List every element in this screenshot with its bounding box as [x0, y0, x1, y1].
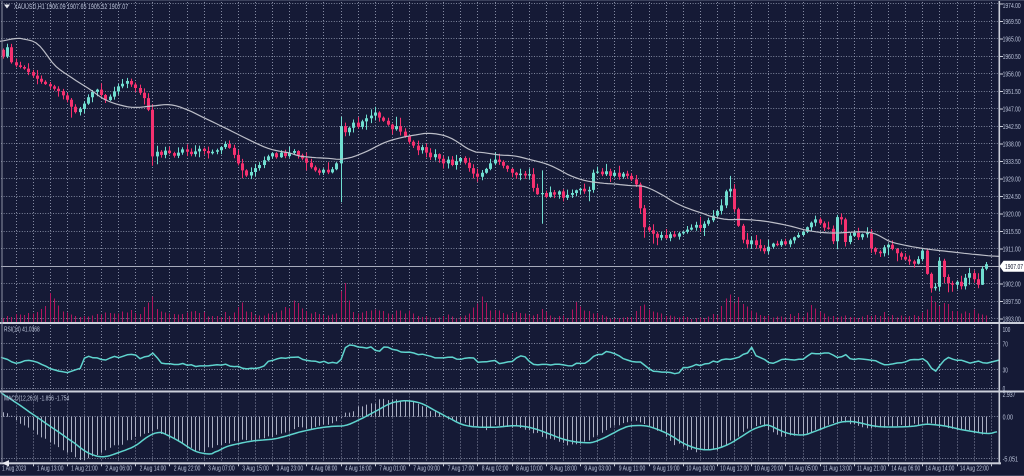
svg-text:1897.50: 1897.50: [1003, 299, 1021, 306]
svg-text:14 Aug 22:00: 14 Aug 22:00: [960, 466, 989, 473]
svg-text:1947.00: 1947.00: [1003, 107, 1021, 114]
svg-text:0: 0: [1003, 386, 1006, 393]
svg-text:RSI(14) 41.0368: RSI(14) 41.0368: [4, 327, 40, 334]
svg-text:9 Aug 03:00: 9 Aug 03:00: [584, 466, 611, 473]
svg-text:1960.50: 1960.50: [1003, 54, 1021, 61]
svg-text:8 Aug 18:00: 8 Aug 18:00: [550, 466, 577, 473]
svg-text:1920.00: 1920.00: [1003, 212, 1021, 219]
svg-text:14 Aug 06:00: 14 Aug 06:00: [891, 466, 920, 473]
svg-text:11 Aug 21:00: 11 Aug 21:00: [857, 466, 886, 473]
svg-text:14 Aug 14:00: 14 Aug 14:00: [925, 466, 954, 473]
svg-text:7 Aug 09:00: 7 Aug 09:00: [413, 466, 440, 473]
svg-text:1965.00: 1965.00: [1003, 37, 1021, 44]
svg-text:1915.50: 1915.50: [1003, 229, 1021, 236]
svg-text:1 Aug 13:00: 1 Aug 13:00: [37, 466, 64, 473]
svg-text:2 Aug 14:00: 2 Aug 14:00: [140, 466, 167, 473]
svg-text:0.00: 0.00: [1003, 414, 1013, 421]
svg-text:1 Aug 2023: 1 Aug 2023: [2, 466, 26, 473]
svg-text:1929.00: 1929.00: [1003, 177, 1021, 184]
svg-text:1902.00: 1902.00: [1003, 282, 1021, 289]
svg-text:7 Aug 01:00: 7 Aug 01:00: [379, 466, 406, 473]
svg-text:1893.00: 1893.00: [1003, 317, 1021, 324]
svg-text:4 Aug 16:00: 4 Aug 16:00: [345, 466, 372, 473]
svg-text:1938.00: 1938.00: [1003, 142, 1021, 149]
svg-text:-5.051: -5.051: [1003, 457, 1019, 464]
svg-text:1907.07: 1907.07: [1005, 264, 1023, 271]
svg-text:10 Aug 12:00: 10 Aug 12:00: [720, 466, 749, 473]
svg-text:10 Aug 04:00: 10 Aug 04:00: [686, 466, 715, 473]
svg-text:11 Aug 05:00: 11 Aug 05:00: [789, 466, 818, 473]
svg-text:1924.50: 1924.50: [1003, 194, 1021, 201]
svg-text:XAUUSD,H1 1906.09 1907.65 190: XAUUSD,H1 1906.09 1907.65 1905.52 1907.0…: [14, 2, 128, 11]
svg-text:9 Aug 19:00: 9 Aug 19:00: [653, 466, 680, 473]
svg-text:3 Aug 15:00: 3 Aug 15:00: [242, 466, 269, 473]
svg-text:70: 70: [1003, 342, 1008, 349]
svg-text:1974.00: 1974.00: [1003, 3, 1021, 10]
svg-text:4 Aug 08:00: 4 Aug 08:00: [311, 466, 338, 473]
svg-text:3 Aug 07:00: 3 Aug 07:00: [208, 466, 235, 473]
svg-text:7 Aug 17:00: 7 Aug 17:00: [448, 466, 475, 473]
svg-text:1 Aug 21:00: 1 Aug 21:00: [71, 466, 98, 473]
svg-text:30: 30: [1003, 368, 1008, 375]
svg-text:2 Aug 06:00: 2 Aug 06:00: [105, 466, 132, 473]
svg-text:100: 100: [1003, 327, 1011, 334]
svg-text:3 Aug 23:00: 3 Aug 23:00: [277, 466, 304, 473]
svg-text:2.937: 2.937: [1003, 392, 1016, 399]
svg-text:MACD(12,26,9) -1.856 -1.754: MACD(12,26,9) -1.856 -1.754: [4, 396, 69, 403]
svg-text:8 Aug 02:00: 8 Aug 02:00: [482, 466, 509, 473]
svg-text:10 Aug 20:00: 10 Aug 20:00: [754, 466, 783, 473]
svg-text:2 Aug 22:00: 2 Aug 22:00: [174, 466, 201, 473]
svg-text:1956.00: 1956.00: [1003, 72, 1021, 79]
svg-text:8 Aug 10:00: 8 Aug 10:00: [516, 466, 543, 473]
svg-text:1933.50: 1933.50: [1003, 159, 1021, 166]
svg-text:9 Aug 11:00: 9 Aug 11:00: [619, 466, 646, 473]
svg-text:11 Aug 13:00: 11 Aug 13:00: [823, 466, 852, 473]
svg-text:1969.50: 1969.50: [1003, 19, 1021, 26]
svg-text:1911.00: 1911.00: [1003, 247, 1021, 254]
svg-text:1951.50: 1951.50: [1003, 89, 1021, 96]
svg-text:1942.50: 1942.50: [1003, 124, 1021, 131]
